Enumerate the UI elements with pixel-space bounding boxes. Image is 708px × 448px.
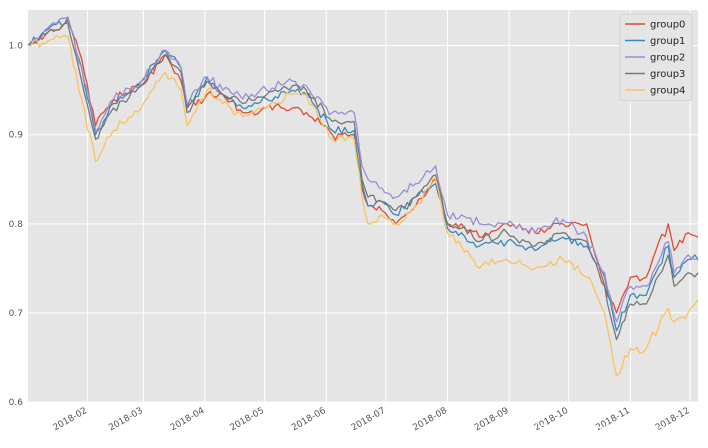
legend-box [619,13,693,101]
legend-label-group4: group4 [650,86,685,97]
series-line-group4 [27,34,699,376]
y-tick-label: 0.7 [9,309,23,319]
y-tick-label: 0.8 [9,220,24,230]
y-tick-label: 0.9 [9,131,24,141]
legend-label-group3: group3 [650,69,685,80]
series-line-group3 [27,22,699,341]
y-tick-label: 0.6 [9,398,24,408]
x-tick-label: 2018-02 [52,406,90,433]
watermark-text: https://blog.csdn.net/Quant_ [490,422,696,438]
x-tick-label: 2018-04 [169,406,207,434]
legend-label-group0: group0 [650,20,685,31]
x-tick-label: 2018-08 [411,406,449,434]
series-line-group1 [27,16,699,332]
series-line-group2 [27,16,699,323]
legend: group0 group1 group2 group3 group4 [619,13,693,101]
plot-background [28,10,698,402]
grid-lines [28,10,698,403]
y-axis: 0.6 0.7 0.8 0.9 1.0 [9,42,24,408]
x-tick-label: 2018-07 [350,406,388,433]
y-tick-label: 1.0 [9,42,24,52]
series-lines [27,16,699,376]
legend-label-group2: group2 [650,53,685,64]
x-tick-label: 2018-03 [107,406,145,433]
legend-label-group1: group1 [650,36,685,47]
x-tick-label: 2018-06 [290,406,328,434]
x-tick-label: 2018-05 [229,406,267,433]
